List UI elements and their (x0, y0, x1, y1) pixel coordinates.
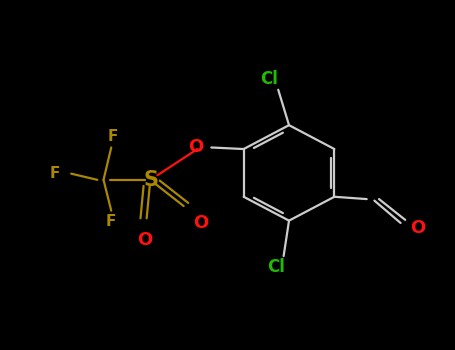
Text: O: O (188, 139, 204, 156)
Text: F: F (50, 166, 61, 181)
Text: Cl: Cl (260, 70, 278, 88)
Text: F: F (107, 129, 118, 144)
Text: S: S (144, 170, 159, 190)
Text: O: O (137, 231, 153, 250)
Text: O: O (193, 214, 208, 232)
Text: F: F (106, 214, 116, 229)
Text: Cl: Cl (267, 258, 285, 276)
Text: O: O (410, 218, 425, 237)
